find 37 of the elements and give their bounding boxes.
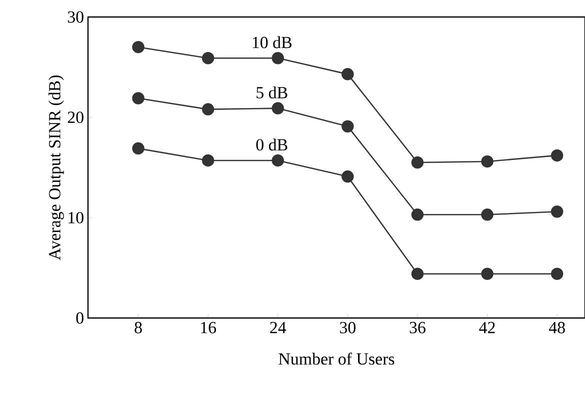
series-label: 0 dB <box>256 138 288 151</box>
point <box>132 92 144 104</box>
x-tick-label: 24 <box>270 322 286 334</box>
point <box>481 208 494 221</box>
point <box>132 142 144 155</box>
series-label: 10 dB <box>252 36 292 48</box>
point <box>272 52 284 64</box>
y-tick-label: 30 <box>68 11 84 23</box>
point <box>411 208 424 221</box>
point <box>202 52 214 64</box>
x-tick-label: 36 <box>410 322 426 334</box>
point <box>272 154 284 167</box>
point <box>132 40 144 54</box>
point <box>481 268 494 280</box>
point <box>550 268 564 280</box>
x-tick-label: 8 <box>134 322 142 334</box>
point <box>481 155 494 168</box>
x-tick-label: 30 <box>340 322 356 334</box>
x-tick-label: 16 <box>201 322 216 334</box>
point <box>550 206 564 218</box>
point <box>550 149 564 162</box>
x-tick-label: 42 <box>479 322 495 334</box>
y-axis-title: Average Output SINR (dB) <box>48 76 64 260</box>
point <box>342 170 354 183</box>
point <box>342 68 354 80</box>
x-axis-title: Number of Users <box>278 352 394 365</box>
point <box>272 102 284 114</box>
point <box>411 156 424 169</box>
series-label: 5 dB <box>256 86 288 98</box>
y-tick-label: 10 <box>68 212 84 224</box>
point <box>202 154 214 167</box>
point <box>342 120 354 132</box>
point <box>411 268 424 280</box>
y-tick-label: 20 <box>68 112 84 124</box>
x-tick-label: 48 <box>548 322 565 334</box>
point <box>202 103 214 116</box>
y-tick-label: 0 <box>76 312 84 324</box>
